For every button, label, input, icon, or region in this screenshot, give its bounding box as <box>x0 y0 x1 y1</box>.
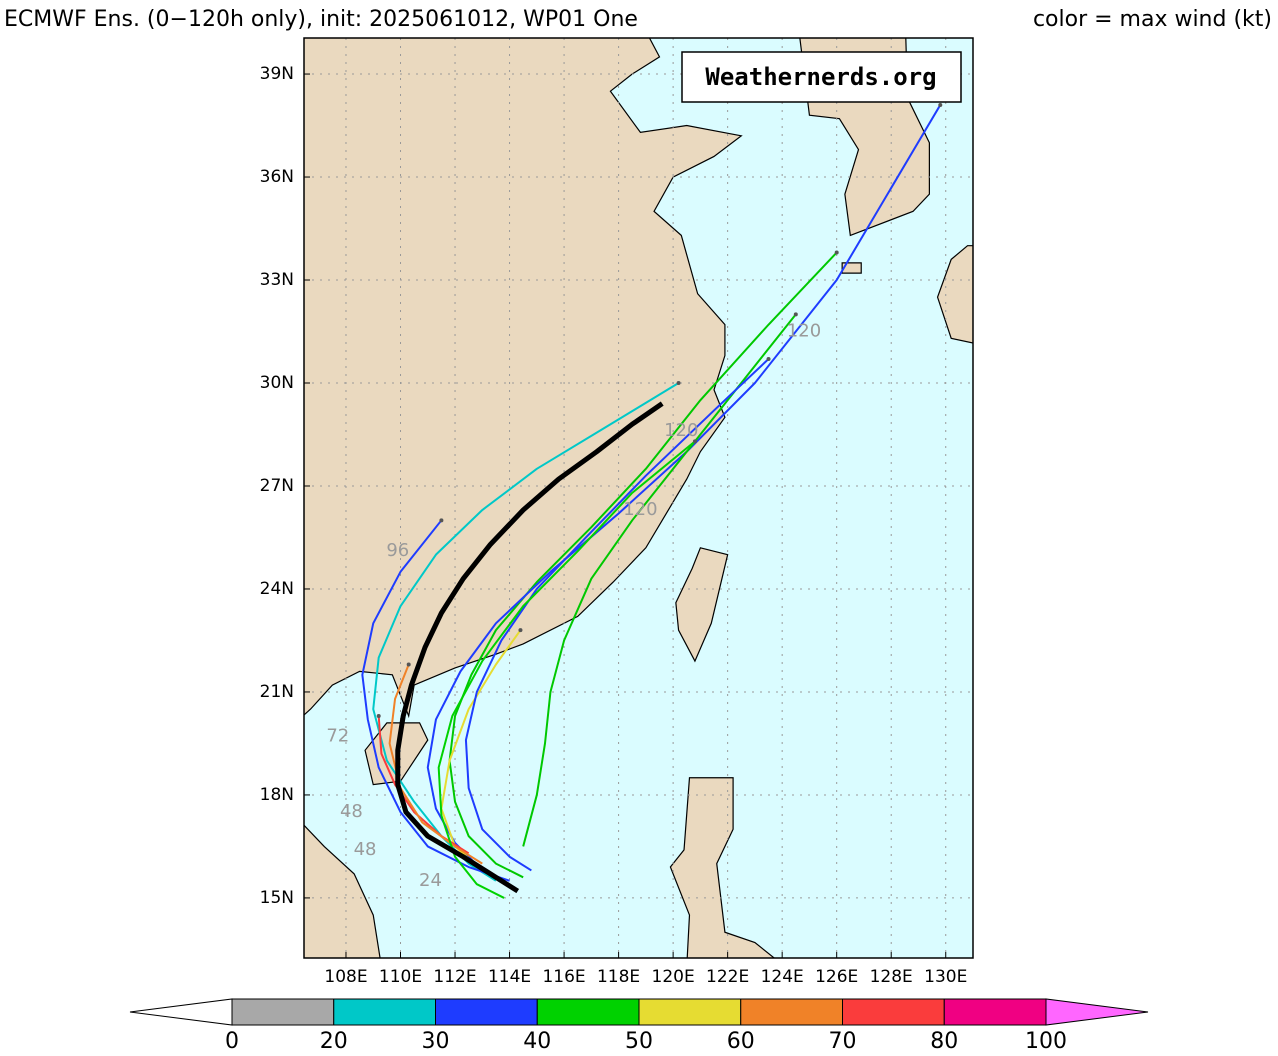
colorbar-label: 70 <box>829 1029 857 1054</box>
hour-label: 72 <box>326 726 349 747</box>
track-end <box>406 662 411 667</box>
track-end <box>793 312 798 317</box>
lat-tick-label: 15N <box>260 888 294 908</box>
land <box>936 245 973 344</box>
land <box>304 824 381 958</box>
member-track <box>522 313 797 847</box>
map-frame <box>303 37 974 959</box>
colorbar-bin <box>740 998 843 1026</box>
colorbar-label: 20 <box>320 1029 348 1054</box>
lat-tick-label: 21N <box>260 682 294 702</box>
track-end <box>766 356 771 361</box>
member-track <box>464 358 770 872</box>
colorbar-label: 30 <box>422 1029 450 1054</box>
colorbar-bin <box>333 998 436 1026</box>
land <box>669 777 776 958</box>
colorbar-bin <box>536 998 640 1026</box>
colorbar-under <box>129 998 233 1026</box>
map: 96 72 48 48 120 120 120 24 <box>304 38 973 958</box>
track-end <box>518 628 523 633</box>
lat-tick-label: 36N <box>260 167 294 187</box>
member-track <box>437 440 696 899</box>
colorbar-label: 40 <box>523 1029 551 1054</box>
hour-label: 96 <box>386 540 409 561</box>
hour-label: 120 <box>664 420 698 441</box>
colorbar-bin <box>435 998 538 1026</box>
lon-tick-label: 112E <box>433 967 476 987</box>
lon-tick-label: 118E <box>597 967 640 987</box>
colorbar-bin <box>638 998 742 1026</box>
lat-tick-label: 27N <box>260 476 294 496</box>
track-end <box>692 439 697 444</box>
land <box>675 547 729 663</box>
member-track <box>361 519 510 882</box>
lat-tick-label: 39N <box>260 64 294 84</box>
lon-tick-label: 128E <box>870 967 913 987</box>
colorbar-label: 0 <box>225 1029 239 1054</box>
colorbar-bin <box>231 998 335 1026</box>
track-end <box>376 713 381 718</box>
colorbar-label: 80 <box>930 1029 958 1054</box>
watermark-box <box>681 51 962 103</box>
mean-track <box>395 401 664 894</box>
colorbar-over <box>1045 998 1149 1026</box>
hour-label: 48 <box>354 839 377 860</box>
track-end <box>676 381 681 385</box>
lon-tick-label: 126E <box>815 967 858 987</box>
title: ECMWF Ens. (0−120h only), init: 20250610… <box>4 7 638 32</box>
hour-label: 48 <box>340 801 363 822</box>
lon-tick-label: 130E <box>924 967 967 987</box>
track-end <box>834 250 839 255</box>
track-end <box>439 518 444 523</box>
lat-tick-label: 33N <box>260 270 294 290</box>
member-track <box>448 251 838 879</box>
hour-label: 24 <box>419 870 442 891</box>
lon-tick-label: 116E <box>542 967 585 987</box>
colorbar-label: 50 <box>625 1029 653 1054</box>
lon-tick-label: 110E <box>379 967 422 987</box>
colorbar-bin <box>842 998 945 1026</box>
colorbar-label: 100 <box>1025 1029 1067 1054</box>
watermark: Weathernerds.org <box>705 63 936 91</box>
lon-tick-label: 114E <box>488 967 531 987</box>
lon-tick-label: 122E <box>706 967 749 987</box>
colorbar-label: 60 <box>727 1029 755 1054</box>
legend-note: color = max wind (kt) <box>1033 7 1272 32</box>
lat-tick-label: 24N <box>260 579 294 599</box>
lat-tick-label: 18N <box>260 785 294 805</box>
lon-tick-label: 124E <box>761 967 804 987</box>
hour-label: 120 <box>787 321 821 342</box>
track-end <box>938 102 943 107</box>
lat-tick-label: 30N <box>260 373 294 393</box>
colorbar-bin <box>943 998 1047 1026</box>
lon-tick-label: 108E <box>324 967 367 987</box>
hour-label: 120 <box>623 499 657 520</box>
lon-tick-label: 120E <box>652 967 695 987</box>
